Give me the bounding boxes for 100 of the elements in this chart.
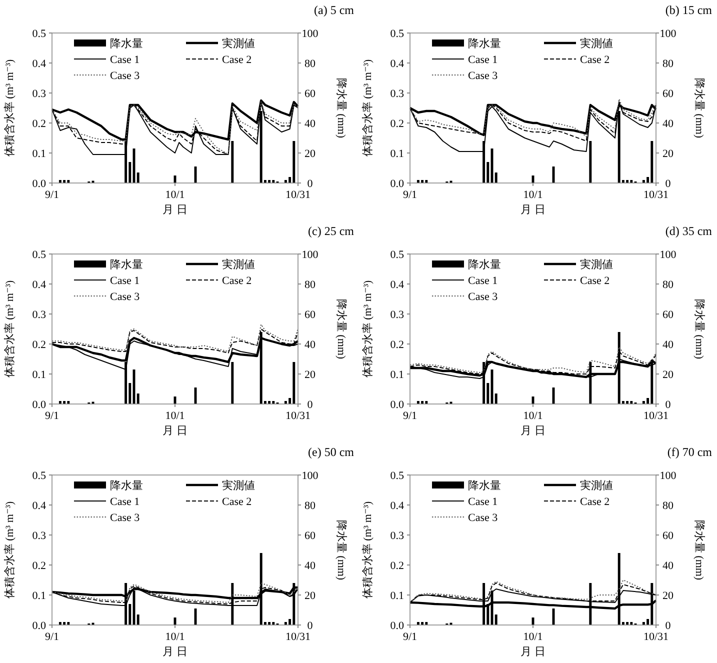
y-tick-label: 0.4: [32, 500, 46, 512]
x-tick-label: 10/31: [643, 410, 669, 422]
y-tick-label: 0.0: [390, 398, 404, 411]
y-tick-label: 0.2: [390, 338, 404, 351]
y-axis-title: 体積含水率 (m³ m⁻³): [3, 58, 16, 157]
text: (f) 70 cm: [667, 445, 713, 459]
y2-axis-title: 降水量 (mm): [693, 520, 706, 580]
y2-tick-label: 100: [302, 470, 319, 482]
x-tick-label: 9/1: [44, 631, 60, 643]
x-axis-title: 月 日: [162, 204, 188, 216]
y-tick-label: 0.2: [32, 560, 46, 572]
y-axis-title: 体積含水率 (m³ m⁻³): [361, 58, 374, 157]
x-tick-label: 10/1: [165, 189, 185, 201]
y-tick-label: 0.0: [32, 620, 46, 632]
legend-label: 降水量: [110, 478, 143, 492]
y2-axis-title: 降水量 (mm): [693, 298, 706, 360]
y-tick-label: 0.3: [390, 88, 404, 100]
legend-label: Case 2: [580, 54, 610, 66]
x-tick-label: 9/1: [402, 410, 418, 422]
y2-tick-label: 40: [304, 118, 316, 130]
y-tick-label: 0.4: [32, 278, 46, 291]
y2-tick-label: 20: [304, 590, 316, 602]
y2-tick-label: 20: [662, 590, 674, 602]
y2-tick-label: 0: [665, 398, 672, 411]
x-tick-label: 9/1: [44, 410, 60, 422]
legend-label: Case 1: [468, 274, 498, 287]
y2-tick-label: 20: [304, 148, 316, 160]
y-tick-label: 0.5: [32, 470, 46, 482]
x-tick-label: 10/31: [643, 189, 669, 201]
legend-label: 降水量: [110, 258, 143, 271]
y-tick-label: 0.1: [32, 590, 46, 602]
y-tick-label: 0.1: [32, 368, 46, 381]
y-tick-label: 0.2: [32, 118, 46, 130]
y-tick-label: 0.5: [390, 470, 404, 482]
y2-tick-label: 60: [304, 308, 316, 321]
legend-label: Case 3: [110, 512, 140, 524]
x-tick-label: 10/1: [165, 631, 185, 643]
y2-tick-label: 40: [662, 118, 674, 130]
y2-axis-title: 降水量 (mm): [335, 520, 348, 580]
legend-label: Case 1: [468, 54, 498, 66]
y-tick-label: 0.3: [32, 530, 46, 542]
legend-label: Case 1: [110, 274, 140, 287]
y2-tick-label: 40: [662, 560, 674, 572]
legend-label: Case 2: [580, 274, 610, 287]
y2-tick-label: 40: [304, 338, 316, 351]
legend-label: 実測値: [222, 258, 255, 271]
y2-axis-title: 降水量 (mm): [335, 78, 348, 138]
x-axis-title: 月 日: [520, 425, 546, 437]
y-tick-label: 0.0: [390, 178, 404, 190]
text: (e) 50 cm: [308, 445, 355, 459]
y2-tick-label: 20: [662, 368, 674, 381]
y2-tick-label: 80: [304, 500, 316, 512]
text: (b) 15 cm: [665, 3, 713, 17]
y2-tick-label: 60: [662, 530, 674, 542]
y-tick-label: 0.1: [390, 368, 404, 381]
y-tick-label: 0.0: [32, 178, 46, 190]
y2-tick-label: 100: [302, 28, 319, 40]
y-axis-title: 体積含水率 (m³ m⁻³): [3, 500, 16, 599]
y2-tick-label: 20: [304, 368, 316, 381]
legend-label: Case 1: [110, 54, 140, 66]
y-tick-label: 0.3: [390, 530, 404, 542]
legend-label: Case 3: [468, 512, 498, 524]
y2-tick-label: 100: [660, 248, 677, 261]
y2-tick-label: 100: [660, 28, 677, 40]
x-tick-label: 10/31: [643, 631, 669, 643]
legend-label: 実測値: [580, 478, 613, 492]
legend-label: Case 2: [580, 496, 610, 508]
y-tick-label: 0.3: [32, 308, 46, 321]
legend-label: 実測値: [222, 36, 255, 50]
legend-label: Case 3: [110, 70, 140, 82]
text: (a) 5 cm: [314, 3, 355, 17]
legend-label: 降水量: [468, 478, 501, 492]
y-tick-label: 0.5: [32, 248, 46, 261]
y-tick-label: 0.2: [390, 560, 404, 572]
y-tick-label: 0.4: [32, 58, 46, 70]
y-tick-label: 0.3: [390, 308, 404, 321]
y2-tick-label: 40: [304, 560, 316, 572]
y2-tick-label: 60: [662, 88, 674, 100]
x-axis-title: 月 日: [520, 646, 546, 658]
y2-axis-title: 降水量 (mm): [335, 298, 348, 360]
y2-tick-label: 0: [665, 178, 672, 190]
y2-tick-label: 80: [662, 278, 674, 291]
x-tick-label: 10/31: [285, 631, 311, 643]
y-tick-label: 0.5: [32, 28, 46, 40]
y-axis-title: 体積含水率 (m³ m⁻³): [361, 280, 374, 378]
y-tick-label: 0.1: [390, 148, 404, 160]
y2-tick-label: 60: [304, 530, 316, 542]
y-tick-label: 0.2: [390, 118, 404, 130]
x-axis-title: 月 日: [520, 204, 546, 216]
legend-label: 実測値: [222, 478, 255, 492]
y-tick-label: 0.0: [32, 398, 46, 411]
legend-label: 実測値: [580, 36, 613, 50]
legend-label: 実測値: [580, 258, 613, 271]
y2-tick-label: 60: [304, 88, 316, 100]
legend-label: Case 2: [222, 496, 252, 508]
x-axis-title: 月 日: [162, 646, 188, 658]
x-axis-title: 月 日: [162, 425, 188, 437]
x-tick-label: 10/31: [285, 410, 311, 422]
x-tick-label: 10/1: [165, 410, 185, 422]
y2-tick-label: 0: [665, 620, 672, 632]
